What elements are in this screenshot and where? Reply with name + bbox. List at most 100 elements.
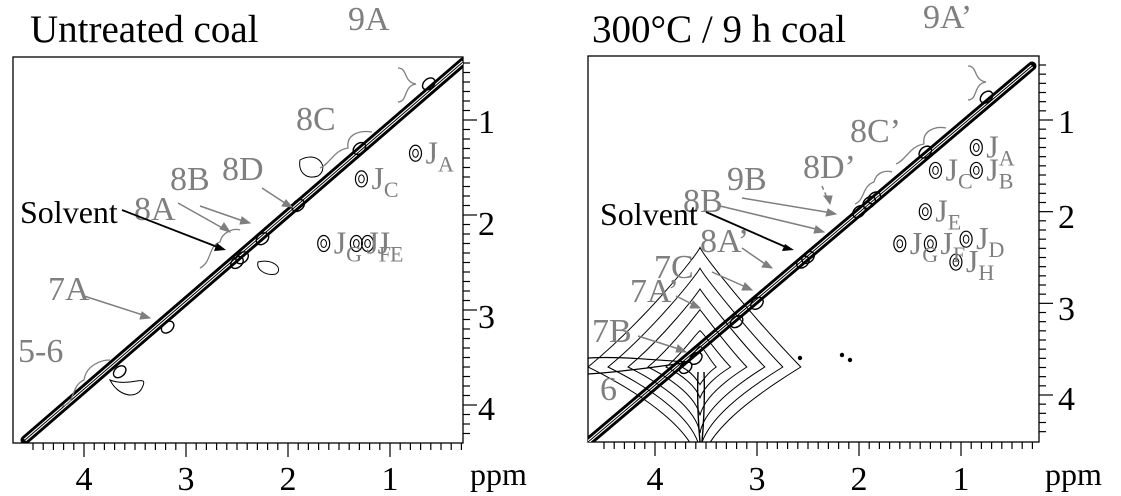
cross-peak-label: JC	[946, 151, 973, 193]
solvent-arrow-line	[705, 211, 789, 249]
arrow-head	[675, 344, 688, 353]
solvent-contour	[627, 288, 766, 434]
cross-peak-outer	[349, 234, 363, 253]
solvent-arrow-line	[121, 209, 221, 249]
x-tick-label: 2	[851, 461, 868, 496]
x-tick-label: 4	[647, 461, 664, 496]
peak-label: 9A	[348, 1, 390, 38]
cross-peak-label: JF	[940, 225, 965, 267]
y-tick-label: 1	[478, 104, 495, 141]
arrow-line	[741, 247, 769, 267]
cross-peak-inner	[973, 165, 980, 175]
y-tick-label: 2	[478, 206, 495, 243]
cross-peak-outer	[949, 253, 963, 271]
diagonal-peak	[352, 141, 367, 156]
solvent-arrow-head	[214, 243, 226, 251]
peak-bracket	[199, 228, 241, 269]
peak-bracket	[895, 126, 947, 165]
x-axis: 4 3 2 1 ppm	[603, 442, 1102, 496]
arrow-line	[261, 187, 289, 206]
cross-peak-inner	[896, 239, 904, 249]
peak-label: 9A’	[923, 0, 972, 36]
cross-peak-label: JC	[371, 160, 398, 202]
panel-untreated: Untreated coal 4 3 2 1 ppm 1 2 3 4	[12, 1, 527, 496]
diagonal-peak	[235, 251, 250, 265]
solvent-contour	[607, 267, 784, 442]
diagonal-peak	[867, 191, 882, 205]
peak-label: 9B	[727, 161, 767, 198]
peak-bracket	[967, 65, 987, 101]
solvent-arrow-head	[782, 244, 794, 251]
solvent-contour	[665, 329, 732, 400]
noise-peak	[847, 357, 853, 363]
arrow-head	[139, 311, 152, 320]
y-tick-label: 4	[478, 391, 495, 428]
cross-peak-inner	[962, 234, 970, 244]
y-tick-label: 3	[1058, 291, 1075, 328]
x-tick-label: 1	[382, 461, 399, 496]
x-unit-label: ppm	[1045, 456, 1102, 492]
diagonal-peak	[230, 255, 244, 270]
cross-peak-outer	[360, 234, 375, 253]
peak-label: 8A’	[700, 223, 749, 260]
diagonal-peak	[795, 255, 810, 269]
cross-peak-inner	[412, 148, 419, 158]
diagonal-peak	[291, 198, 306, 213]
arrow-line	[637, 335, 683, 351]
y-tick-label: 1	[1058, 104, 1075, 141]
y-axis: 1 2 3 4	[1039, 64, 1075, 433]
contour-area	[588, 61, 1037, 442]
peak-label: 8B	[683, 183, 723, 220]
cross-peak-inner	[364, 239, 371, 248]
panel-300c-9h: 300°C / 9 h coal 4 3 2 1 ppm 1 2 3 4 9A’	[587, 0, 1102, 496]
cross-peak-label: JA	[426, 134, 454, 176]
plot-frame	[12, 56, 464, 444]
cross-peak-inner	[320, 239, 328, 248]
diagonal-peak	[729, 315, 744, 329]
noise-peak	[839, 352, 845, 358]
cross-peak-inner	[358, 174, 365, 184]
y-tick-label: 3	[478, 299, 495, 336]
panel-title: Untreated coal	[30, 8, 259, 51]
arrow-head	[823, 195, 833, 206]
arrow-head	[689, 300, 702, 309]
y-axis: 1 2 3 4	[463, 62, 495, 435]
y-tick-label: 2	[1058, 199, 1075, 236]
peak-label: 8C’	[850, 113, 901, 150]
cross-peak-label: JG	[334, 225, 362, 267]
peak-label: 6	[600, 371, 617, 408]
annotations: 9A’ 8C’ 8D’ 9B 8B Solvent 8A’ 7C 7A’ 7B …	[592, 0, 1015, 408]
peak-label: 7B	[592, 313, 632, 350]
arrow-head	[219, 222, 232, 233]
peak-label: 7A’	[630, 273, 679, 310]
cross-peak-outer	[923, 235, 938, 253]
arrow-line	[199, 205, 247, 223]
solvent-contour	[681, 345, 717, 386]
cross-peak-outer	[969, 138, 983, 157]
diagonal-peak	[678, 360, 693, 375]
peak-label: 7C	[654, 249, 694, 286]
diagonal-ridge-core	[588, 65, 1033, 442]
contour-area	[20, 57, 463, 443]
cross-peak-outer	[354, 170, 369, 188]
peak-label: 8B	[170, 161, 210, 198]
peak-bracket	[61, 359, 111, 407]
diagonal-peak	[112, 365, 127, 379]
peak-bracket	[854, 170, 893, 205]
arrow-head	[825, 208, 838, 217]
cross-peak-outer	[959, 230, 973, 248]
arrow-head	[761, 260, 774, 269]
y-tick-label: 4	[1058, 381, 1075, 418]
cross-peak-outer	[408, 144, 423, 162]
diagonal-peak	[918, 145, 933, 159]
peak-label: 5-6	[18, 333, 63, 370]
peak-label: 8D	[222, 151, 264, 188]
arrow-line	[821, 185, 829, 201]
peak-label: 7A	[48, 271, 90, 308]
solvent-label: Solvent	[600, 196, 698, 232]
x-unit-label: ppm	[470, 456, 527, 492]
cross-peak-inner	[973, 143, 980, 152]
diagonal-ridge-core	[24, 61, 463, 441]
contour-lobe	[257, 260, 280, 275]
